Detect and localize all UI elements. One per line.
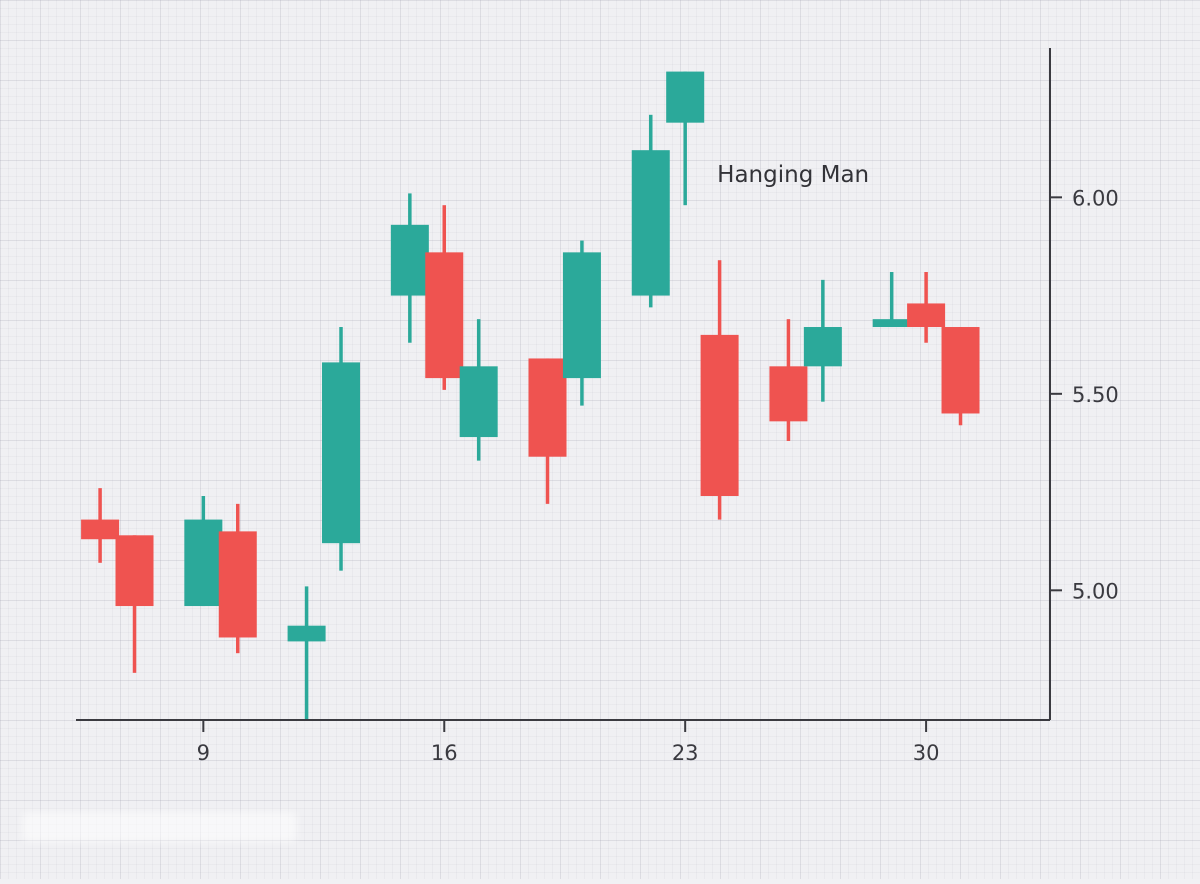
y-tick-label: 6.00: [1072, 186, 1119, 210]
candle-up-day-20: [562, 240, 601, 406]
candle-body: [115, 535, 154, 607]
candle-down-day-16: [425, 205, 464, 390]
candle-body: [907, 303, 946, 328]
candle-down-day-26: [769, 319, 808, 441]
candle-down-day-10: [218, 503, 257, 654]
candle-wick: [683, 71, 687, 206]
y-tick-label: 5.00: [1072, 579, 1119, 603]
candle-down-day-19: [528, 358, 567, 504]
candle-body: [941, 327, 980, 414]
y-tick-label: 5.50: [1072, 383, 1119, 407]
blurred-watermark: [22, 812, 297, 842]
x-tick-label: 9: [197, 741, 210, 765]
candle-up-day-29: [872, 272, 911, 328]
candle-body: [390, 224, 429, 296]
candle-body: [287, 625, 326, 642]
axes-layer: [76, 48, 1062, 732]
candle-body: [769, 366, 808, 422]
candle-body: [803, 327, 842, 367]
candle-body: [562, 252, 601, 379]
candle-down-day-24: [700, 260, 739, 520]
candle-down-day-7: [115, 535, 154, 673]
candle-down-day-30: [907, 272, 946, 343]
candle-up-day-9: [184, 496, 223, 607]
labels-layer: 9 16 23 30 5.00 5.50 6.00 Hanging Man: [197, 162, 1119, 765]
candle-body: [425, 252, 464, 379]
candle-up-day-15: [390, 193, 429, 343]
annotation-hanging-man-label: Hanging Man: [717, 162, 869, 188]
candle-wick: [304, 586, 309, 720]
candle-up-day-23: [666, 71, 705, 206]
candle-body: [666, 71, 705, 123]
candle-up-day-13: [322, 327, 361, 571]
candle-down-day-6: [81, 488, 120, 563]
candle-body: [528, 358, 567, 457]
x-tick-label: 30: [913, 741, 940, 765]
candle-body: [459, 366, 498, 438]
candle-up-day-27: [803, 279, 842, 402]
x-tick-label: 16: [431, 741, 458, 765]
candle-up-day-12: [287, 586, 326, 720]
x-tick-label: 23: [672, 741, 699, 765]
candle-body: [631, 150, 670, 296]
candle-body: [322, 362, 361, 544]
candle-body: [872, 319, 911, 328]
candle-body: [700, 334, 739, 496]
candle-body: [218, 531, 257, 638]
candle-body: [184, 519, 223, 607]
candle-up-day-17: [459, 319, 498, 461]
candle-down-day-31: [941, 327, 980, 426]
candle-up-day-22: [631, 114, 670, 308]
candles-layer: [81, 71, 980, 720]
candle-wick: [889, 272, 894, 328]
candle-body: [81, 519, 120, 540]
